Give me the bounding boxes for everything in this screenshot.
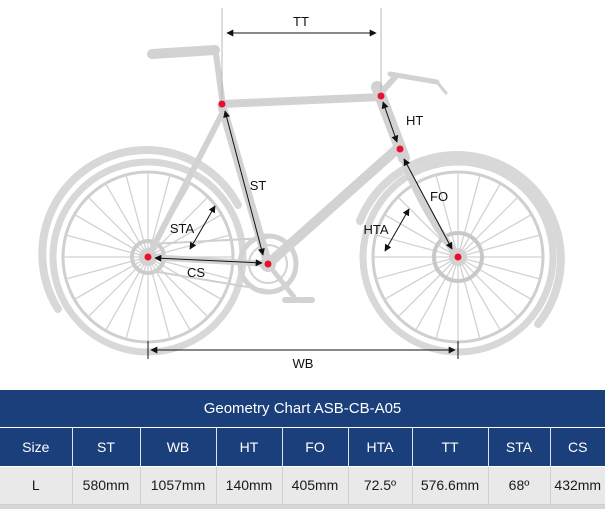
geometry-table: Geometry Chart ASB-CB-A05 Size ST WB HT … bbox=[0, 390, 605, 509]
handlebar bbox=[387, 71, 440, 85]
saddle bbox=[147, 45, 220, 59]
bike-geometry-diagram: TT ST STA CS HT FO HTA WB bbox=[38, 8, 565, 371]
table-title: Geometry Chart ASB-CB-A05 bbox=[0, 390, 605, 428]
ht-dimension-line bbox=[381, 101, 399, 143]
column-header-hta: HTA bbox=[348, 428, 413, 467]
front-disc-rotor bbox=[432, 231, 484, 283]
cell-cs: 432mm bbox=[550, 466, 605, 505]
stem bbox=[377, 73, 399, 97]
marker-seat-cluster bbox=[218, 100, 226, 108]
marker-head-tube-top bbox=[377, 92, 385, 100]
table-row: L 580mm 1057mm 140mm 405mm 72.5º 576.6mm… bbox=[0, 466, 605, 505]
frame bbox=[145, 45, 462, 269]
seat-stay bbox=[145, 107, 227, 260]
marker-rear-axle bbox=[144, 253, 152, 261]
cell-sta: 68º bbox=[488, 466, 551, 505]
column-header-ht: HT bbox=[216, 428, 283, 467]
column-header-sta: STA bbox=[488, 428, 551, 467]
marker-front-axle bbox=[454, 253, 462, 261]
hta-label: HTA bbox=[363, 222, 388, 237]
table-footer-strip bbox=[0, 504, 605, 509]
cs-label: CS bbox=[187, 265, 205, 280]
fo-label: FO bbox=[430, 189, 448, 204]
brake-lever bbox=[435, 80, 448, 95]
top-tube bbox=[218, 93, 385, 108]
bike-illustration bbox=[38, 45, 565, 356]
cell-wb: 1057mm bbox=[140, 466, 217, 505]
hta-angle-arrow bbox=[384, 208, 410, 252]
rear-fender bbox=[38, 146, 242, 313]
fo-dimension-line bbox=[403, 158, 453, 250]
ht-label: HT bbox=[406, 113, 423, 128]
sta-label: STA bbox=[170, 221, 195, 236]
front-fender bbox=[356, 151, 565, 328]
geometry-spec-table: Size ST WB HT FO HTA TT STA CS L 580mm 1… bbox=[0, 428, 605, 505]
column-header-tt: TT bbox=[412, 428, 489, 467]
wb-label: WB bbox=[293, 356, 314, 371]
cell-fo: 405mm bbox=[282, 466, 349, 505]
column-header-fo: FO bbox=[282, 428, 349, 467]
marker-bottom-bracket bbox=[264, 260, 272, 268]
sta-angle-arrow bbox=[189, 205, 216, 250]
tt-label: TT bbox=[293, 14, 309, 29]
marker-head-tube-bottom bbox=[396, 145, 404, 153]
dimension-annotations: TT ST STA CS HT FO HTA WB bbox=[144, 8, 462, 371]
column-header-wb: WB bbox=[140, 428, 217, 467]
cell-tt: 576.6mm bbox=[412, 466, 489, 505]
cell-ht: 140mm bbox=[216, 466, 283, 505]
cs-dimension-line bbox=[154, 254, 263, 267]
column-header-cs: CS bbox=[550, 428, 605, 467]
crankset bbox=[237, 233, 315, 303]
header-row: Size ST WB HT FO HTA TT STA CS bbox=[0, 428, 605, 467]
st-dimension-line bbox=[223, 110, 265, 256]
column-header-st: ST bbox=[72, 428, 141, 467]
cell-st: 580mm bbox=[72, 466, 141, 505]
st-label: ST bbox=[250, 178, 267, 193]
column-header-size: Size bbox=[0, 428, 73, 467]
cell-hta: 72.5º bbox=[348, 466, 413, 505]
measurement-point-markers bbox=[144, 92, 462, 268]
cell-size: L bbox=[0, 466, 73, 505]
